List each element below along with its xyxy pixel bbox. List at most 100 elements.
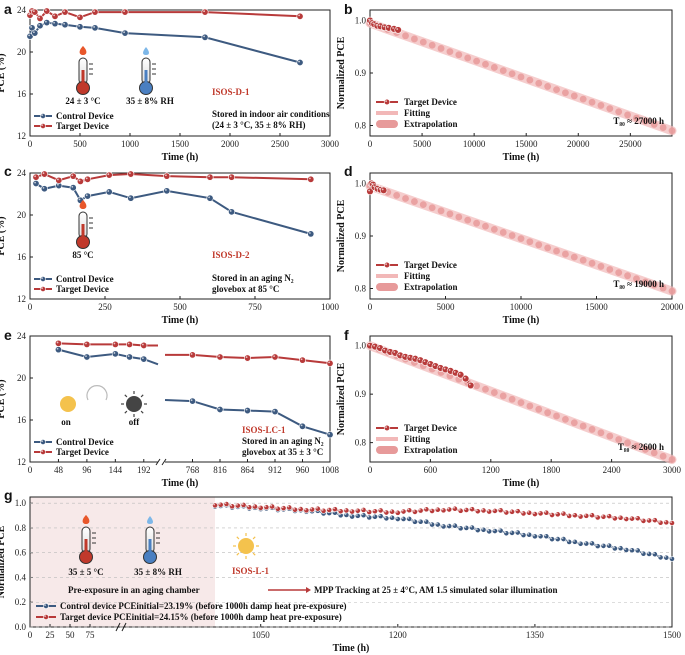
data-point-c-1-shine (85, 177, 88, 180)
storage-note-e2: glovebox at 35 ± 3 °C (242, 447, 323, 457)
extrapolation-point-b (606, 105, 614, 112)
data-point-g-1 (623, 516, 630, 522)
data-point-g-1 (434, 506, 441, 513)
condition-temp-a: 24 ± 3 °C (65, 96, 100, 106)
data-point-g-1-shine (561, 511, 564, 514)
data-point-g-0-shine (481, 528, 484, 530)
data-point-c-0 (40, 185, 48, 193)
extrapolation-point-f (517, 399, 525, 407)
legend-marker-g-shine (44, 604, 46, 606)
legend-label-d: Target Device (404, 260, 457, 270)
data-point-g-0-shine (356, 514, 358, 516)
data-point-g-0 (446, 523, 453, 529)
data-point-c-0-shine (165, 189, 167, 191)
data-point-c-0-shine (208, 196, 211, 199)
extrapolation-point-b (464, 54, 472, 62)
data-point-c-0 (206, 194, 214, 202)
extrapolation-point-d (641, 278, 649, 286)
data-point-c-1 (32, 173, 40, 181)
x-tick-label-e: 960 (296, 465, 310, 475)
data-point-e-0 (326, 431, 334, 439)
data-point-a-1-shine (63, 10, 65, 13)
data-point-g-1 (463, 507, 470, 513)
data-point-f-shine (433, 364, 436, 367)
extrapolation-point-d (464, 216, 472, 224)
data-point-g-0-shine (384, 516, 387, 519)
data-point-f-shine (388, 350, 391, 352)
x-axis-label-e: Time (h) (162, 478, 199, 489)
data-point-c-1-shine (34, 175, 36, 178)
data-point-g-0 (486, 528, 493, 535)
data-point-g-0 (640, 550, 647, 557)
data-point-g-0 (554, 536, 561, 542)
data-point-a-1 (296, 12, 304, 20)
data-point-g-1 (663, 519, 670, 526)
water-drop-icon-g2 (147, 516, 153, 524)
data-point-g-1-shine (430, 509, 433, 511)
x-axis-label-c: Time (h) (162, 315, 199, 326)
data-point-g-1 (629, 515, 635, 522)
x-tick-label-a: 0 (28, 139, 33, 149)
data-point-g-1-shine (498, 508, 501, 511)
legend-label-d: Extrapolation (404, 282, 458, 292)
data-point-g-1-shine (515, 509, 518, 512)
data-point-e-1-shine (300, 358, 303, 361)
data-point-e-1-shine (273, 355, 275, 357)
data-point-f-shine (448, 369, 451, 371)
data-point-g-1-shine (293, 507, 295, 510)
x-tick-label-a: 500 (73, 139, 87, 149)
data-point-a-0-shine (203, 35, 206, 38)
data-point-g-0 (400, 516, 407, 522)
extrapolation-point-b (650, 121, 658, 128)
data-point-g-1-shine (378, 508, 381, 511)
data-point-g-0 (566, 539, 573, 545)
data-point-g-0 (480, 526, 487, 533)
data-point-c-0 (127, 194, 135, 202)
extrapolation-point-f (588, 426, 596, 433)
data-point-c-1 (105, 171, 113, 179)
x-tick-label-a: 1500 (171, 139, 190, 149)
data-point-g-0 (583, 540, 590, 547)
y-axis-label-d: Normalized PCE (336, 199, 347, 272)
data-point-g-1 (263, 504, 270, 511)
data-point-g-1 (229, 503, 236, 510)
data-point-c-1-shine (129, 172, 131, 175)
x-axis-label-f: Time (h) (503, 478, 540, 489)
plot-frame-f (369, 335, 673, 463)
legend-label-a: Control Device (56, 111, 114, 121)
extrapolation-point-b (482, 60, 489, 68)
data-point-g-1-shine (493, 509, 495, 511)
data-point-f-shine (368, 343, 370, 346)
data-point-g-0-shine (544, 534, 547, 537)
x-tick-label-e: 816 (213, 465, 227, 475)
data-point-c-1-shine (309, 177, 311, 180)
axis-break-mask-e (158, 458, 165, 466)
y-axis-label-a: PCE (%) (0, 53, 7, 92)
data-point-g-0-shine (561, 537, 564, 540)
mpp-label-g: MPP Tracking at 25 ± 4°C, AM 1.5 simulat… (314, 585, 558, 595)
data-point-e-0-shine (56, 347, 59, 350)
x-tick-label-f: 1200 (482, 465, 501, 475)
y-tick-label-c: 16 (17, 252, 27, 262)
data-point-a-1-shine (45, 9, 47, 12)
extrapolation-point-f (615, 436, 623, 443)
extrapolation-point-d (659, 284, 667, 292)
extrapolation-point-b (659, 124, 667, 131)
data-point-e-1-shine (328, 361, 330, 364)
data-point-c-0-shine (85, 194, 88, 197)
data-point-g-1 (446, 506, 453, 513)
data-point-g-0 (406, 516, 413, 522)
legend-marker-c-shine (41, 287, 43, 289)
x-tick-label-e: 48 (54, 465, 64, 475)
data-point-g-1 (297, 506, 304, 512)
extrapolation-point-f (508, 395, 516, 403)
data-point-g-1 (400, 508, 407, 515)
y-tick-label-d: 0.8 (355, 284, 367, 294)
data-point-g-1-shine (595, 515, 598, 518)
extrapolation-point-f (535, 405, 543, 413)
data-point-g-0-shine (373, 515, 375, 517)
data-point-g-0-shine (424, 519, 427, 522)
data-point-g-1-shine (344, 508, 347, 511)
plot-frame-e (29, 335, 331, 463)
x-tick-label-g: 0 (28, 630, 33, 640)
